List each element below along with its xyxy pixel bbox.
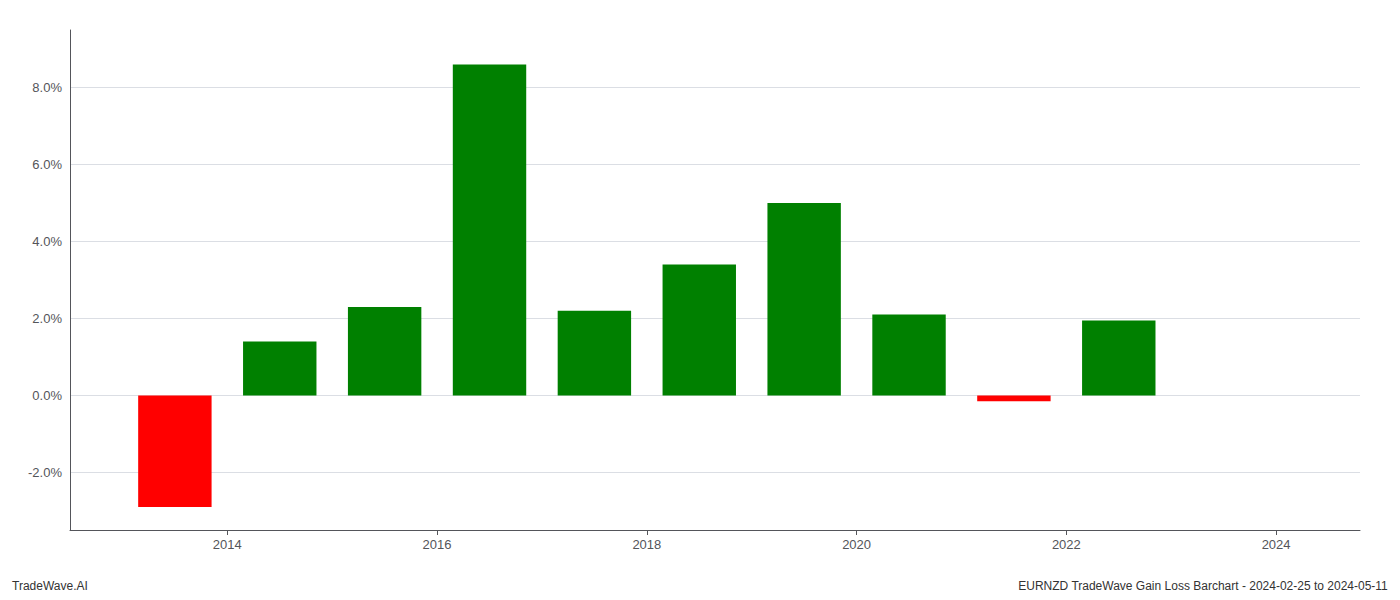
svg-text:8.0%: 8.0% (32, 80, 62, 95)
svg-text:2.0%: 2.0% (32, 311, 62, 326)
svg-text:2016: 2016 (423, 537, 452, 552)
svg-text:6.0%: 6.0% (32, 157, 62, 172)
svg-text:2024: 2024 (1262, 537, 1291, 552)
svg-text:2020: 2020 (842, 537, 871, 552)
svg-text:2014: 2014 (213, 537, 242, 552)
svg-text:4.0%: 4.0% (32, 234, 62, 249)
svg-text:EURNZD TradeWave Gain Loss Bar: EURNZD TradeWave Gain Loss Barchart - 20… (1018, 579, 1388, 593)
svg-text:0.0%: 0.0% (32, 388, 62, 403)
svg-text:TradeWave.AI: TradeWave.AI (12, 579, 88, 593)
svg-text:2018: 2018 (632, 537, 661, 552)
svg-text:-2.0%: -2.0% (28, 465, 62, 480)
svg-text:2022: 2022 (1052, 537, 1081, 552)
